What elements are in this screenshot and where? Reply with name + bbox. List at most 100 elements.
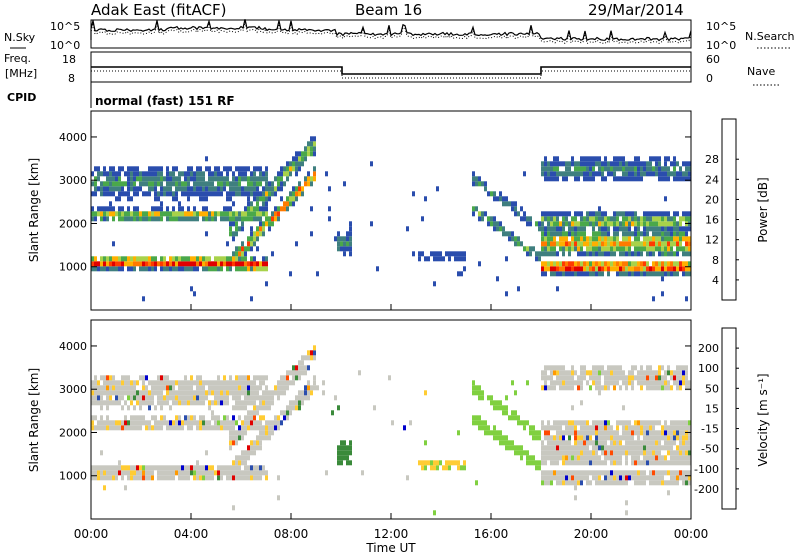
heatmap-cell <box>202 475 205 481</box>
heatmap-cell <box>577 440 580 446</box>
heatmap-cell <box>145 390 148 396</box>
heatmap-cell <box>121 390 124 396</box>
heatmap-cell <box>604 480 607 486</box>
heatmap-cell <box>673 440 676 446</box>
heatmap-cell <box>250 176 253 182</box>
freq-tick-low: 8 <box>68 72 75 85</box>
heatmap-cell <box>280 196 283 202</box>
heatmap-cell <box>97 420 100 426</box>
heatmap-cell <box>142 296 145 302</box>
heatmap-cell <box>583 171 586 177</box>
heatmap-cell <box>337 405 340 411</box>
heatmap-cell <box>163 256 166 262</box>
heatmap-cell <box>295 395 298 401</box>
heatmap-cell <box>574 236 577 242</box>
heatmap-cell <box>580 166 583 172</box>
heatmap-cell <box>622 266 625 272</box>
heatmap-cell <box>280 176 283 182</box>
heatmap-cell <box>226 241 229 247</box>
heatmap-cell <box>553 176 556 182</box>
heatmap-cell <box>559 221 562 227</box>
heatmap-cell <box>145 420 148 426</box>
heatmap-cell <box>499 400 502 406</box>
heatmap-cell <box>208 166 211 172</box>
heatmap-cell <box>643 375 646 381</box>
heatmap-cell <box>643 211 646 217</box>
heatmap-cell <box>577 241 580 247</box>
heatmap-cell <box>184 181 187 187</box>
heatmap-cell <box>193 171 196 177</box>
heatmap-cell <box>622 176 625 182</box>
heatmap-cell <box>109 261 112 267</box>
heatmap-cell <box>253 425 256 431</box>
heatmap-cell <box>250 385 253 391</box>
heatmap-cell <box>268 221 271 227</box>
heatmap-cell <box>229 256 232 262</box>
heatmap-cell <box>589 271 592 277</box>
heatmap-cell <box>217 420 220 426</box>
heatmap-cell <box>595 455 598 461</box>
heatmap-cell <box>604 385 607 391</box>
heatmap-cell <box>217 181 220 187</box>
heatmap-cell <box>601 231 604 237</box>
heatmap-cell <box>142 465 145 471</box>
heatmap-cell <box>286 176 289 182</box>
heatmap-cell <box>571 216 574 222</box>
heatmap-cell <box>682 211 685 217</box>
heatmap-cell <box>247 375 250 381</box>
heatmap-cell <box>589 385 592 391</box>
heatmap-cell <box>598 445 601 451</box>
heatmap-cell <box>145 181 148 187</box>
heatmap-cell <box>475 385 478 391</box>
heatmap-cell <box>688 241 691 247</box>
heatmap-cell <box>574 166 577 172</box>
heatmap-cell <box>622 425 625 431</box>
heatmap-cell <box>151 206 154 212</box>
heatmap-cell <box>94 395 97 401</box>
heatmap-cell <box>253 216 256 222</box>
heatmap-cell <box>196 171 199 177</box>
heatmap-cell <box>217 171 220 177</box>
heatmap-cell <box>232 231 235 237</box>
heatmap-cell <box>121 186 124 192</box>
heatmap-cell <box>139 420 142 426</box>
heatmap-cell <box>670 271 673 277</box>
heatmap-cell <box>622 420 625 426</box>
heatmap-cell <box>499 221 502 227</box>
heatmap-cell <box>562 246 565 252</box>
heatmap-cell <box>544 176 547 182</box>
heatmap-cell <box>619 460 622 466</box>
heatmap-cell <box>613 365 616 371</box>
heatmap-cell <box>682 420 685 426</box>
heatmap-cell <box>157 465 160 471</box>
heatmap-cell <box>148 390 151 396</box>
heatmap-cell <box>511 236 514 242</box>
heatmap-cell <box>130 176 133 182</box>
heatmap-cell <box>283 380 286 386</box>
heatmap-cell <box>94 176 97 182</box>
heatmap-cell <box>580 246 583 252</box>
heatmap-cell <box>145 385 148 391</box>
heatmap-cell <box>514 211 517 217</box>
heatmap-cell <box>265 261 268 267</box>
heatmap-cell <box>259 395 262 401</box>
heatmap-cell <box>628 246 631 252</box>
heatmap-cell <box>214 390 217 396</box>
heatmap-cell <box>226 390 229 396</box>
heatmap-cell <box>658 450 661 456</box>
heatmap-cell <box>256 385 259 391</box>
heatmap-cell <box>673 161 676 167</box>
heatmap-cell <box>676 241 679 247</box>
heatmap-cell <box>673 216 676 222</box>
heatmap-cell <box>688 261 691 267</box>
heatmap-cell <box>229 266 232 272</box>
heatmap-cell <box>586 450 589 456</box>
noise-tick-low: 10^0 <box>50 39 80 52</box>
heatmap-cell <box>151 385 154 391</box>
heatmap-cell <box>127 375 130 381</box>
heatmap-cell <box>610 470 613 476</box>
heatmap-cell <box>631 221 634 227</box>
heatmap-cell <box>565 216 568 222</box>
heatmap-cell <box>667 241 670 247</box>
heatmap-cell <box>646 425 649 431</box>
